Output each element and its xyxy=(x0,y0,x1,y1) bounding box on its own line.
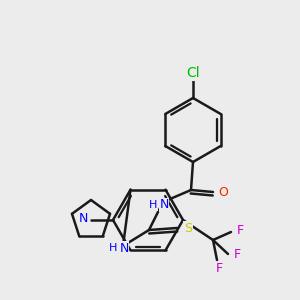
Text: N: N xyxy=(78,212,88,224)
Text: H: H xyxy=(149,200,157,210)
Text: F: F xyxy=(233,248,241,260)
Text: N: N xyxy=(119,242,129,254)
Text: Cl: Cl xyxy=(186,66,200,80)
Text: H: H xyxy=(109,243,117,253)
Text: N: N xyxy=(159,199,169,212)
Text: O: O xyxy=(218,185,228,199)
Text: F: F xyxy=(215,262,223,275)
Text: F: F xyxy=(236,224,244,236)
Text: S: S xyxy=(184,221,192,235)
